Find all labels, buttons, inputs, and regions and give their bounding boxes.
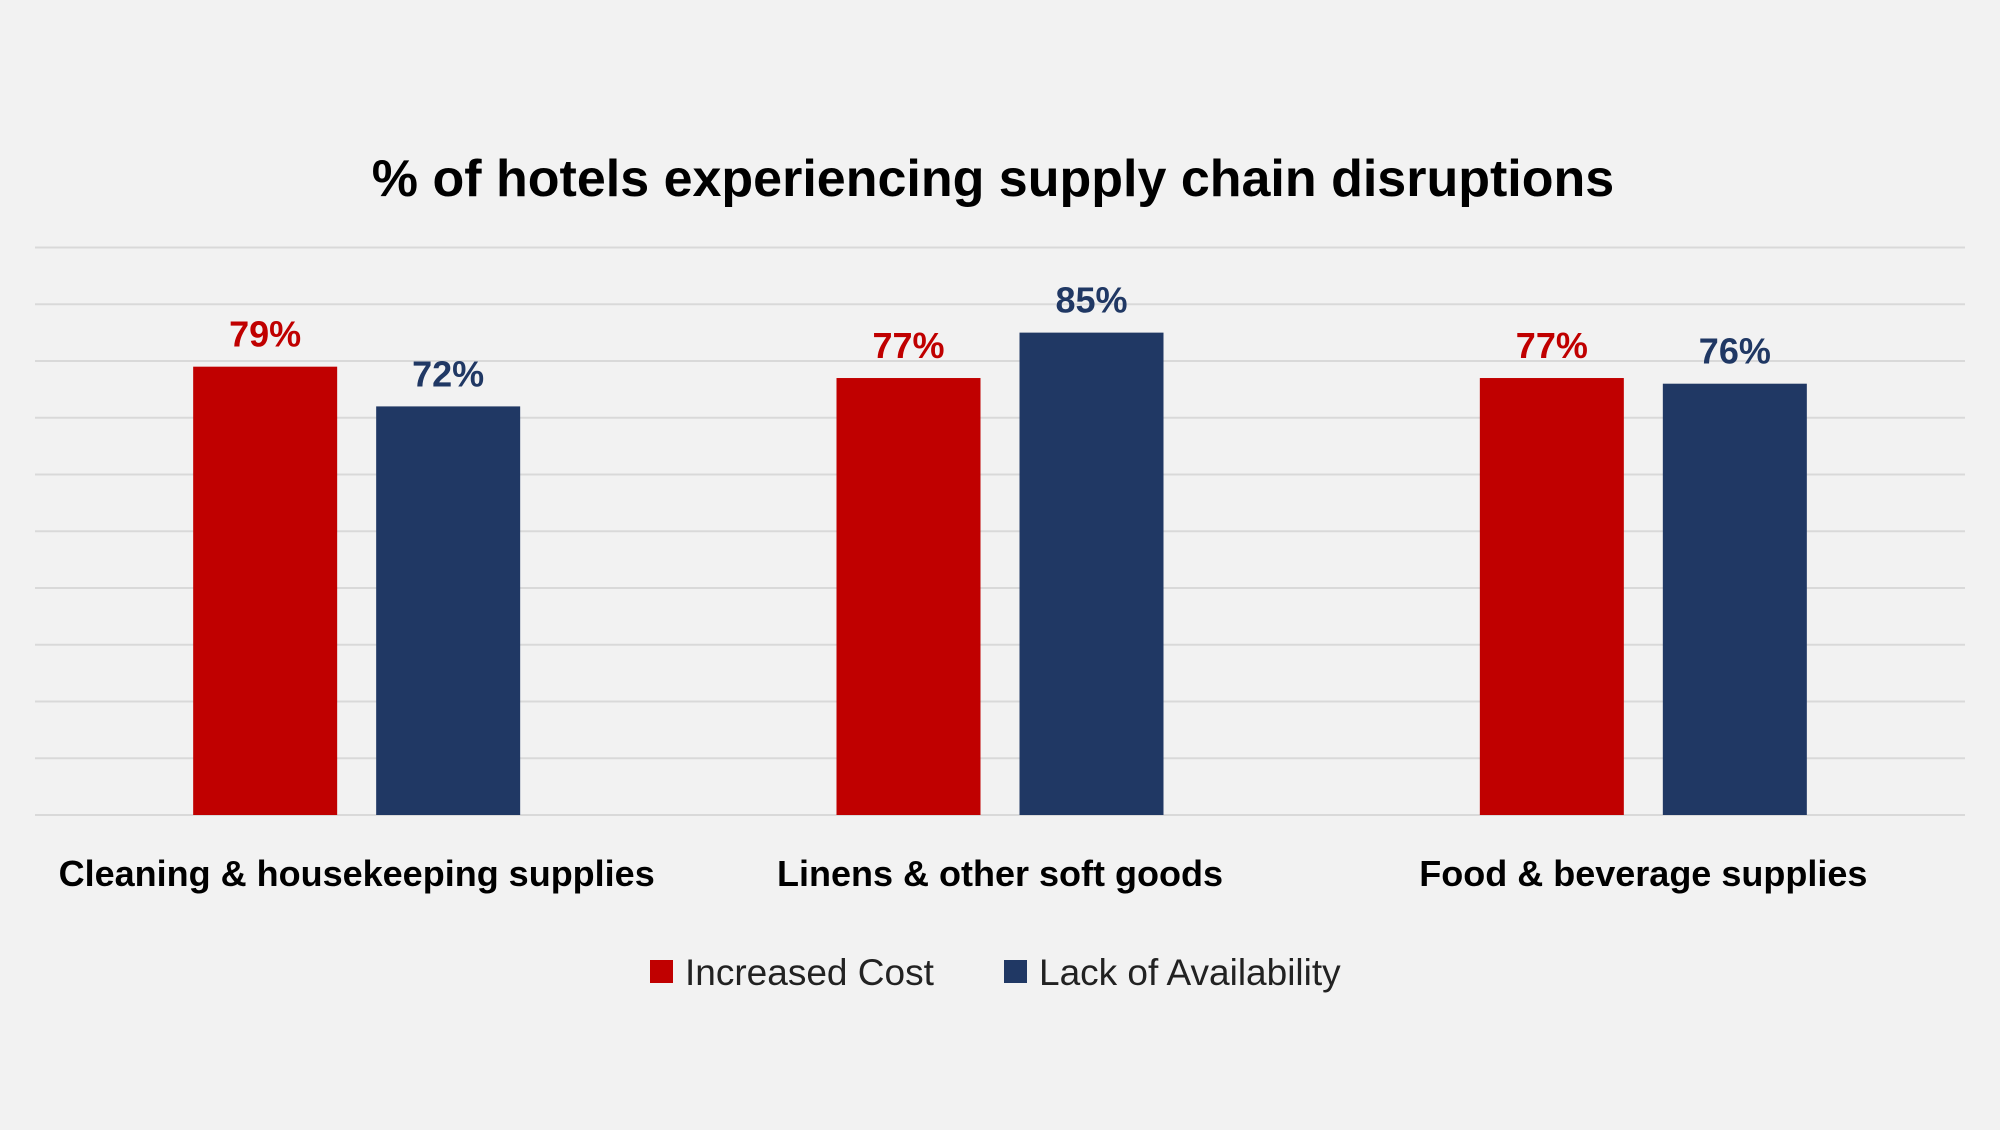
gridlines	[35, 246, 1965, 816]
bar-increased-cost	[193, 366, 338, 815]
data-label: 77%	[872, 325, 944, 366]
x-tick-label: Cleaning & housekeeping supplies	[59, 853, 655, 894]
bars	[193, 332, 1807, 815]
bar-increased-cost	[836, 378, 981, 815]
chart-area-background	[30, 30, 1972, 1025]
bar-lack-of-availability	[1662, 383, 1807, 815]
bar-lack-of-availability	[1019, 332, 1164, 815]
bar-increased-cost	[1479, 378, 1624, 815]
data-labels: 79% 72% 77% 85% 77% 76%	[229, 280, 1771, 395]
x-axis-labels: Cleaning & housekeeping supplies Linens &…	[59, 853, 1868, 894]
legend-label: Increased Cost	[685, 952, 935, 993]
bar-lack-of-availability	[376, 406, 521, 815]
data-label: 85%	[1055, 280, 1127, 321]
legend: Increased Cost Lack of Availability	[650, 952, 1341, 993]
data-label: 77%	[1516, 325, 1588, 366]
data-label: 72%	[412, 353, 484, 394]
legend-swatch	[650, 960, 673, 983]
data-label: 79%	[229, 314, 301, 355]
x-tick-label: Linens & other soft goods	[777, 853, 1223, 894]
data-label: 76%	[1699, 331, 1771, 372]
x-tick-label: Food & beverage supplies	[1419, 853, 1867, 894]
legend-label: Lack of Availability	[1039, 952, 1341, 993]
chart-title: % of hotels experiencing supply chain di…	[372, 150, 1614, 208]
legend-swatch	[1004, 960, 1027, 983]
